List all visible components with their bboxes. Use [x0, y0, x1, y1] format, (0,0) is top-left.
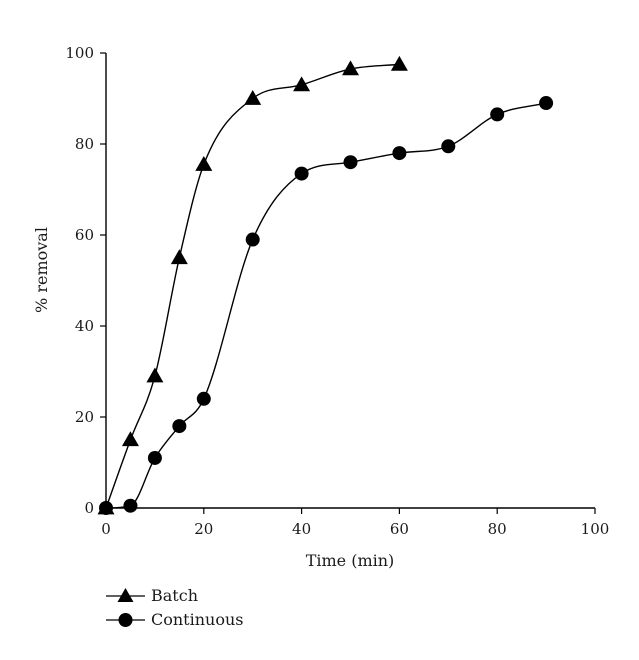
- data-point-continuous: [539, 96, 554, 111]
- data-point-continuous: [245, 232, 260, 247]
- x-axis-title: Time (min): [306, 551, 395, 570]
- x-tick-label: 60: [390, 520, 409, 538]
- legend-item-batch: Batch: [106, 586, 198, 605]
- data-point-batch: [293, 76, 311, 92]
- data-point-batch: [342, 60, 359, 76]
- x-tick-label: 100: [581, 520, 610, 538]
- axis-ticks: 0 20 40 60 80 100 0 20 40 60 80 100: [65, 44, 609, 538]
- data-point-batch: [170, 249, 188, 265]
- legend-batch-triangle-marker: [117, 588, 134, 602]
- data-point-continuous: [343, 155, 358, 170]
- data-point-batch: [121, 431, 139, 447]
- data-point-batch: [146, 367, 164, 383]
- data-point-batch: [390, 55, 408, 71]
- series-line-continuous: [105, 102, 547, 509]
- legend-batch-label: Batch: [151, 586, 198, 605]
- legend-item-continuous: Continuous: [106, 610, 243, 629]
- x-tick-label: 20: [194, 520, 213, 538]
- y-tick-label: 100: [65, 44, 94, 62]
- chart-legend: Batch Continuous: [106, 586, 243, 629]
- y-tick-label: 60: [75, 226, 94, 244]
- y-tick-label: 40: [75, 317, 94, 335]
- x-tick-label: 40: [292, 520, 311, 538]
- x-tick-label: 0: [101, 520, 111, 538]
- x-tick-label: 80: [488, 520, 507, 538]
- y-tick-label: 20: [75, 408, 94, 426]
- data-point-batch: [195, 155, 213, 171]
- data-point-continuous: [172, 419, 187, 434]
- legend-continuous-label: Continuous: [151, 610, 243, 629]
- legend-continuous-circle-marker: [118, 613, 133, 627]
- data-point-continuous: [392, 146, 407, 161]
- data-point-continuous: [490, 107, 505, 122]
- y-tick-label: 0: [84, 499, 94, 517]
- series-curves: [105, 63, 547, 509]
- series-line-batch: [105, 63, 400, 509]
- data-point-continuous: [294, 166, 309, 181]
- data-point-continuous: [99, 501, 113, 515]
- series-markers: [97, 55, 554, 515]
- chart-axes: [105, 53, 595, 509]
- data-point-continuous: [123, 498, 138, 513]
- data-point-batch: [244, 90, 262, 105]
- data-point-continuous: [441, 139, 456, 154]
- data-point-continuous: [147, 450, 162, 465]
- y-tick-label: 80: [75, 135, 94, 153]
- y-axis-title: % removal: [32, 227, 51, 313]
- data-point-continuous: [196, 391, 211, 406]
